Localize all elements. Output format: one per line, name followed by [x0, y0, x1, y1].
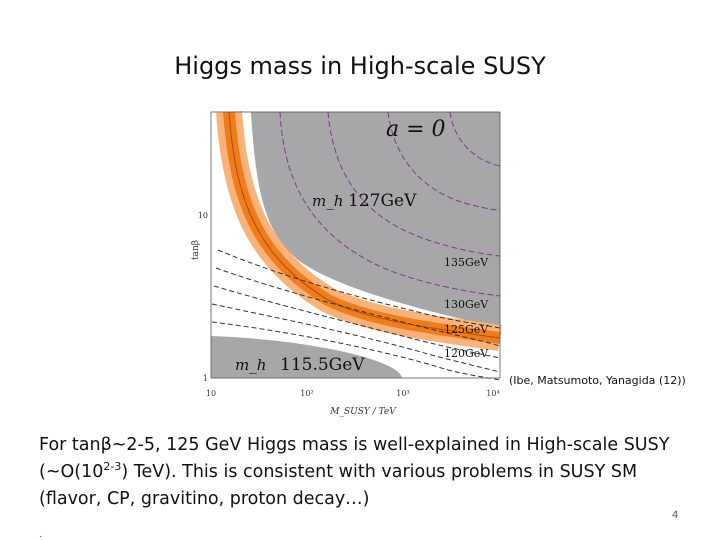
- plot-frame: [210, 111, 501, 379]
- panel-label: a = 0: [386, 117, 446, 142]
- upper-region-value: 127GeV: [348, 191, 417, 211]
- lower-gray-region: [211, 336, 402, 378]
- higgs-mass-figure: a = 0 m_h 127GeV m_h 115.5GeV 135GeV 130…: [188, 100, 518, 422]
- body-paragraph: For tanβ~2-5, 125 GeV Higgs mass is well…: [39, 432, 689, 513]
- x-tick-label-100: 10²: [300, 389, 313, 398]
- y-axis-label: tanβ: [191, 240, 201, 260]
- x-tick-label-1000: 10³: [396, 389, 409, 398]
- contour-label-135: 135GeV: [444, 256, 489, 269]
- body-text-part2: ) TeV). This is consistent with various …: [39, 462, 638, 509]
- contour-line-lower-2: [215, 267, 501, 347]
- x-axis-label: M_SUSY / TeV: [329, 407, 397, 417]
- contour-label-125: 125GeV: [444, 323, 489, 336]
- contour-label-120: 120GeV: [444, 347, 489, 360]
- contour-label-130: 130GeV: [444, 298, 489, 311]
- citation-text: (Ibe, Matsumoto, Yanagida (12)): [509, 374, 686, 387]
- contour-line-upper-2: [327, 111, 501, 257]
- contour-line-lower-1: [217, 249, 501, 329]
- page-number: 4: [672, 509, 679, 521]
- body-text-superscript: 2-3: [103, 460, 122, 474]
- upper-gray-region: [225, 112, 500, 328]
- footer-mark: .: [39, 529, 42, 540]
- contour-plot: a = 0 m_h 127GeV m_h 115.5GeV 135GeV 130…: [191, 111, 502, 417]
- body-text-part1: For tanβ~2-5, 125 GeV Higgs mass is well…: [39, 435, 670, 482]
- x-tick-label-10000: 10⁴: [486, 389, 499, 398]
- contour-line-lower-4: [211, 303, 501, 373]
- contour-line-upper-3: [387, 111, 501, 211]
- contour-line-upper-1: [279, 111, 501, 297]
- lower-region-value: 115.5GeV: [280, 355, 365, 375]
- contour-line-lower-3: [213, 285, 501, 359]
- contour-line-lower-5: [211, 321, 501, 381]
- y-tick-label-10: 10: [198, 211, 208, 220]
- slide-title: Higgs mass in High-scale SUSY: [174, 52, 546, 80]
- contour-line-upper-4: [449, 111, 501, 167]
- x-tick-label-10: 10: [206, 389, 216, 398]
- upper-region-symbol: m_h: [312, 192, 343, 210]
- y-tick-label-1: 1: [203, 374, 208, 383]
- higgs-125-central-line: [228, 111, 501, 339]
- lower-region-symbol: m_h: [235, 356, 266, 374]
